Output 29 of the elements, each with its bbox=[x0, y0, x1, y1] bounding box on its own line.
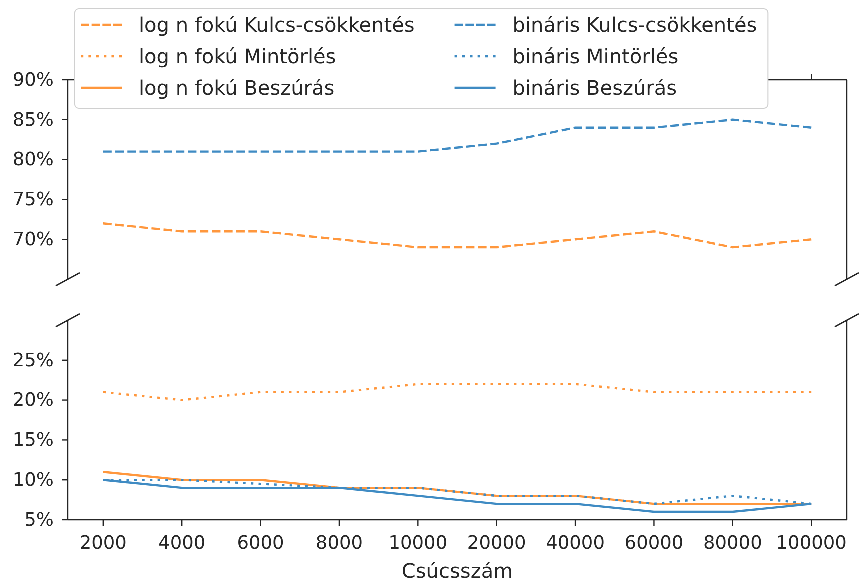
x-tick-label: 20000 bbox=[467, 533, 526, 554]
line-series bbox=[102, 118, 813, 153]
x-tick-label: 100000 bbox=[776, 533, 847, 554]
legend-label: log n fokú Mintörlés bbox=[139, 44, 336, 68]
y-tick-label: 80% bbox=[12, 150, 54, 171]
legend-label: bináris Mintörlés bbox=[512, 44, 679, 68]
x-tick-label: 10000 bbox=[388, 533, 448, 554]
y-tick-label: 70% bbox=[12, 230, 54, 251]
legend-label: log n fokú Kulcs-csökkentés bbox=[139, 13, 415, 37]
x-tick-label: 60000 bbox=[624, 533, 684, 554]
legend-label: bináris Kulcs-csökkentés bbox=[512, 13, 758, 37]
y-tick-label: 90% bbox=[12, 70, 54, 91]
x-tick-label: 80000 bbox=[703, 533, 762, 554]
x-tick-label: 2000 bbox=[80, 533, 127, 554]
legend-label: log n fokú Beszúrás bbox=[139, 76, 335, 100]
y-tick-label: 5% bbox=[24, 510, 54, 531]
x-axis-title: Csúcsszám bbox=[402, 559, 514, 583]
y-tick-label: 75% bbox=[12, 190, 54, 211]
x-tick-label: 6000 bbox=[237, 533, 284, 554]
y-tick-label: 20% bbox=[12, 390, 54, 412]
line-series bbox=[102, 222, 813, 249]
x-tick-label: 40000 bbox=[546, 533, 605, 554]
legend-label: bináris Beszúrás bbox=[512, 76, 678, 100]
y-tick-label: 15% bbox=[12, 430, 54, 452]
y-tick-label: 10% bbox=[12, 470, 54, 492]
y-tick-label: 85% bbox=[12, 110, 54, 131]
x-tick-label: 8000 bbox=[316, 533, 364, 554]
y-tick-label: 25% bbox=[12, 350, 54, 372]
x-tick-label: 4000 bbox=[158, 533, 206, 554]
